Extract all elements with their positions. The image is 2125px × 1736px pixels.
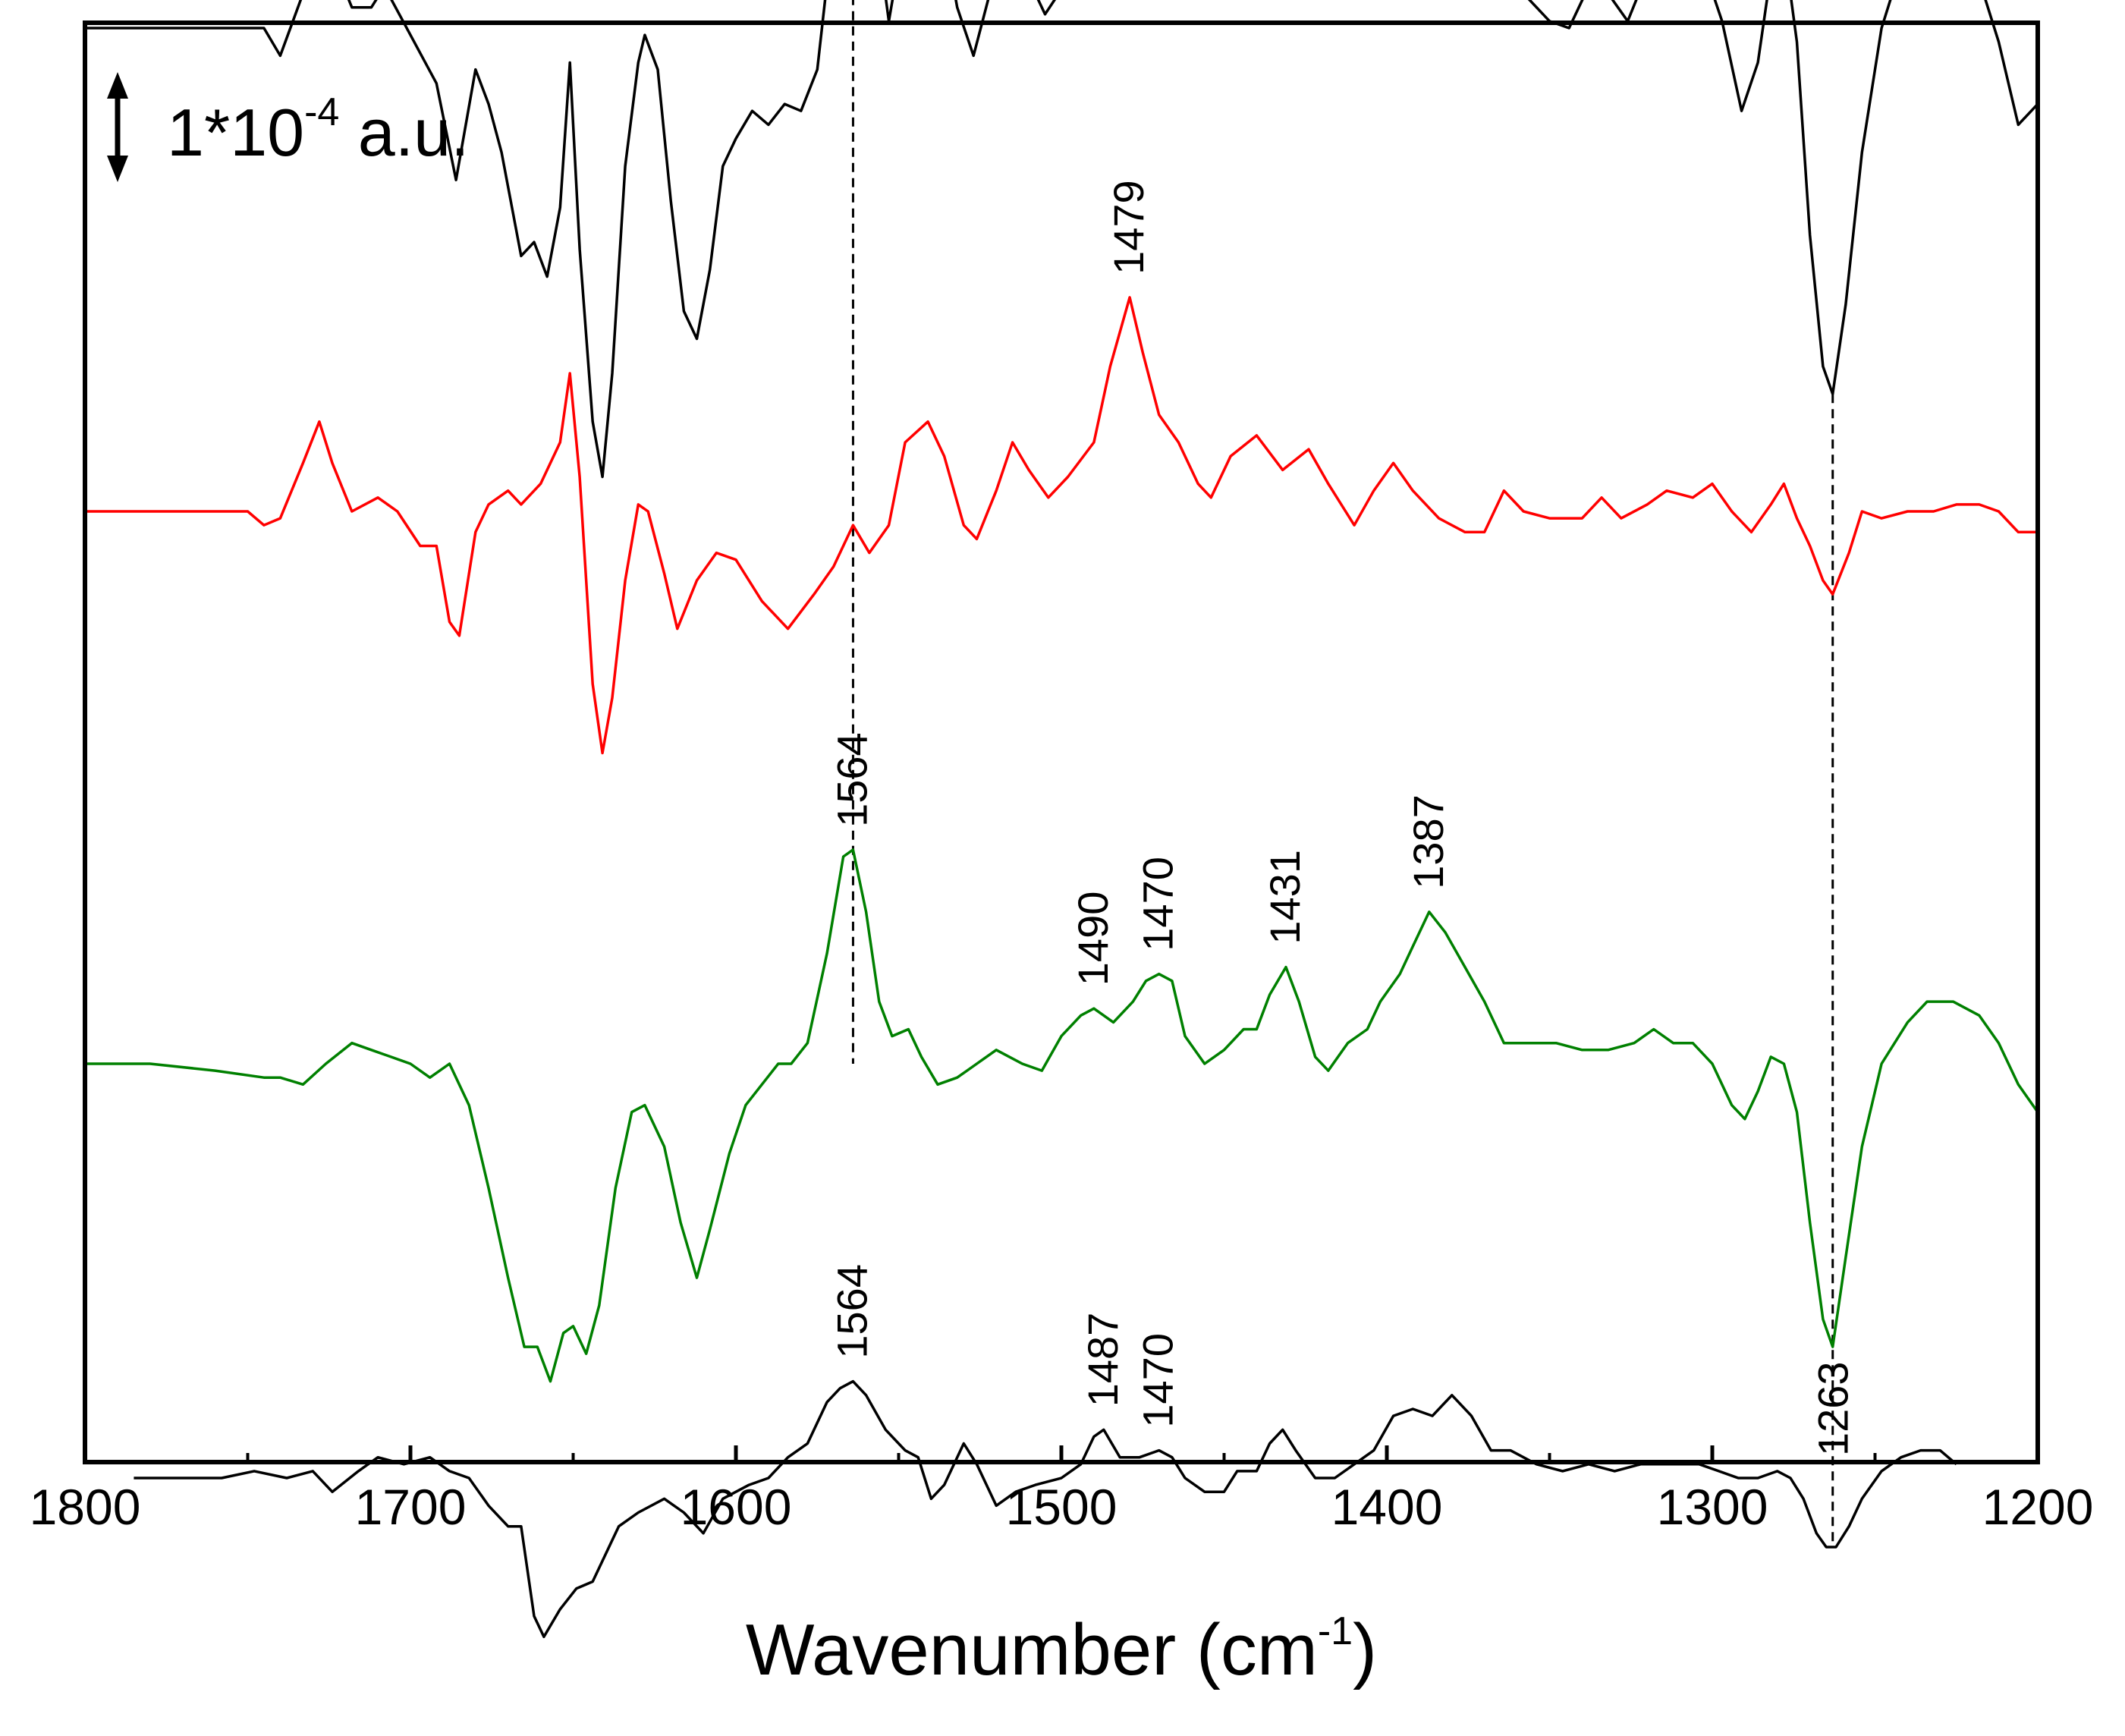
x-tick-label-1300: 1300 <box>1657 1479 1768 1535</box>
x-tick-label-1800: 1800 <box>30 1479 141 1535</box>
x-axis-title-main: Wavenumber (cm <box>746 1609 1318 1690</box>
peak-label-1490: 1490 <box>1069 892 1117 986</box>
x-axis: 1800 1700 1600 1500 1400 1300 1200 <box>30 1445 2094 1535</box>
scale-arrow-up-icon <box>107 72 128 99</box>
peak-label-1263-bottom: 1263 <box>1809 1361 1857 1456</box>
scale-exponent: -4 <box>304 90 339 134</box>
peak-label-1479: 1479 <box>1105 180 1152 275</box>
scale-arrow-down-icon <box>107 156 128 182</box>
reference-lines <box>851 0 1834 1547</box>
series-line-spectrum-3 <box>85 848 2039 1383</box>
plot-frame <box>83 20 2040 1464</box>
series-layer <box>85 0 2039 1639</box>
peak-label-1470: 1470 <box>1134 857 1182 951</box>
peak-label-1387: 1387 <box>1404 794 1452 889</box>
scale-suffix: a.u. <box>339 95 469 170</box>
x-tick-label-1400: 1400 <box>1331 1479 1443 1535</box>
peak-labels: 1564147914791564149014701431138715641487… <box>828 180 1857 1456</box>
series-line-spectrum-1 <box>85 0 2039 479</box>
x-axis-title-superscript: -1 <box>1318 1609 1353 1653</box>
x-axis-title: Wavenumber (cm-1) <box>746 1609 1377 1690</box>
x-tick-label-1600: 1600 <box>681 1479 792 1535</box>
peak-label-1564: 1564 <box>828 732 875 827</box>
x-axis-title-suffix: ) <box>1353 1609 1377 1690</box>
peak-label-1487: 1487 <box>1079 1313 1127 1407</box>
series-line-spectrum-2 <box>85 296 2038 755</box>
scale-prefix: 1*10 <box>167 95 304 170</box>
scale-indicator: 1*10-4 a.u. <box>107 72 470 182</box>
scale-label: 1*10-4 a.u. <box>167 90 470 170</box>
peak-label-1564: 1564 <box>828 1264 875 1359</box>
x-tick-label-1200: 1200 <box>1982 1479 2094 1535</box>
x-tick-label-1500: 1500 <box>1006 1479 1118 1535</box>
peak-label-1470: 1470 <box>1134 1333 1182 1428</box>
peak-label-1431: 1431 <box>1261 850 1309 945</box>
x-tick-label-1700: 1700 <box>355 1479 467 1535</box>
series-line-spectrum-4 <box>134 1379 1957 1639</box>
